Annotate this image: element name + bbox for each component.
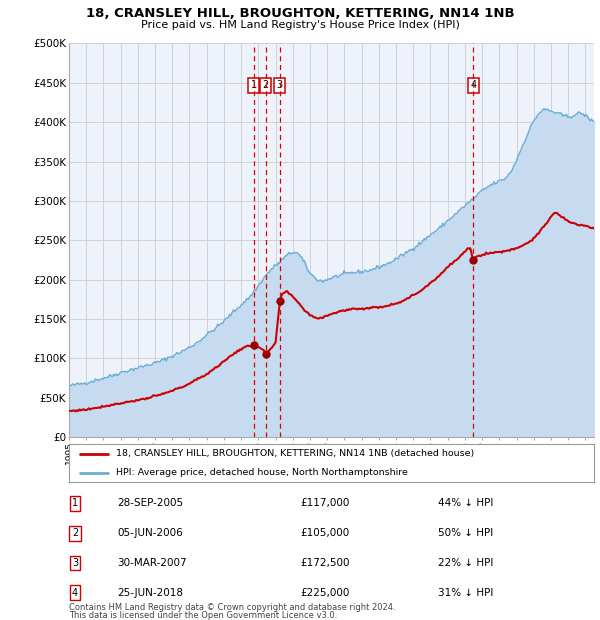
Text: 2: 2 [72,528,78,538]
Text: 3: 3 [72,558,78,568]
Text: 3: 3 [277,80,283,90]
Text: 4: 4 [72,588,78,598]
Text: 2: 2 [262,80,269,90]
Text: £172,500: £172,500 [300,558,349,568]
Text: 1: 1 [72,498,78,508]
Text: 28-SEP-2005: 28-SEP-2005 [117,498,183,508]
Text: £117,000: £117,000 [300,498,349,508]
Text: Contains HM Land Registry data © Crown copyright and database right 2024.: Contains HM Land Registry data © Crown c… [69,603,395,612]
Text: 05-JUN-2006: 05-JUN-2006 [117,528,183,538]
Text: 30-MAR-2007: 30-MAR-2007 [117,558,187,568]
Text: 1: 1 [251,80,257,90]
Text: £105,000: £105,000 [300,528,349,538]
Text: This data is licensed under the Open Government Licence v3.0.: This data is licensed under the Open Gov… [69,611,337,620]
Text: 4: 4 [470,80,476,90]
Text: 18, CRANSLEY HILL, BROUGHTON, KETTERING, NN14 1NB (detached house): 18, CRANSLEY HILL, BROUGHTON, KETTERING,… [116,449,475,458]
Text: 22% ↓ HPI: 22% ↓ HPI [438,558,493,568]
Text: Price paid vs. HM Land Registry's House Price Index (HPI): Price paid vs. HM Land Registry's House … [140,20,460,30]
Text: 18, CRANSLEY HILL, BROUGHTON, KETTERING, NN14 1NB: 18, CRANSLEY HILL, BROUGHTON, KETTERING,… [86,7,514,20]
Text: £225,000: £225,000 [300,588,349,598]
Text: 44% ↓ HPI: 44% ↓ HPI [438,498,493,508]
Text: 50% ↓ HPI: 50% ↓ HPI [438,528,493,538]
Text: HPI: Average price, detached house, North Northamptonshire: HPI: Average price, detached house, Nort… [116,468,408,477]
Text: 31% ↓ HPI: 31% ↓ HPI [438,588,493,598]
Text: 25-JUN-2018: 25-JUN-2018 [117,588,183,598]
